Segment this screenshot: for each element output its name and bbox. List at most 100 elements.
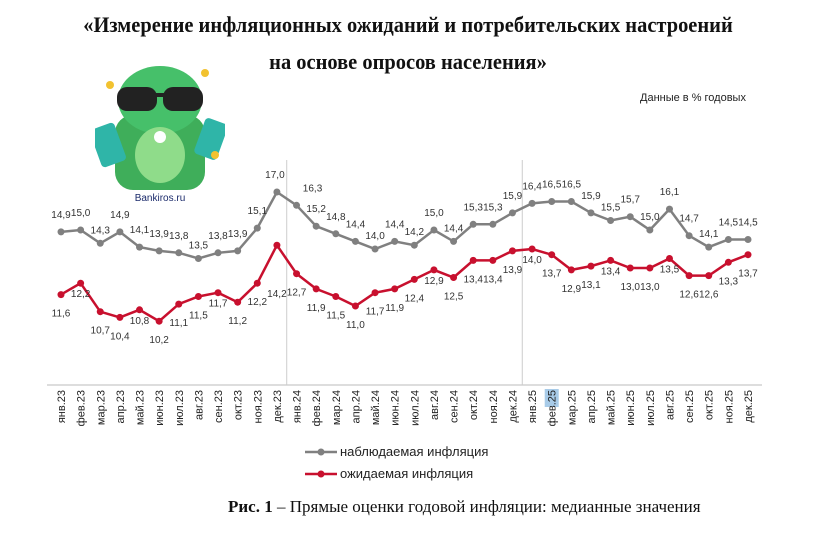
- data-point: [489, 256, 497, 264]
- x-tick-label: апр.24: [350, 390, 362, 423]
- x-tick-label: мар.25: [566, 390, 578, 425]
- data-label: 15,7: [620, 195, 640, 206]
- data-label: 14,4: [385, 219, 405, 230]
- data-label: 13,4: [601, 266, 621, 277]
- data-label: 11,7: [209, 299, 228, 310]
- data-point: [96, 239, 104, 247]
- data-label: 14,5: [738, 218, 758, 229]
- x-tick-label: мар.24: [331, 390, 343, 425]
- legend-marker-expected: [305, 470, 337, 478]
- data-label: 11,6: [52, 309, 71, 320]
- data-point: [391, 237, 399, 245]
- data-label: 14,2: [267, 289, 287, 300]
- x-tick-label: дек.24: [507, 390, 519, 423]
- data-point: [548, 251, 556, 259]
- data-point: [508, 209, 516, 217]
- data-point: [567, 198, 575, 205]
- x-tick-label: май.25: [606, 390, 618, 425]
- bankiros-mascot-logo: Bankiros.ru: [95, 66, 225, 204]
- data-label: 15,0: [71, 208, 91, 219]
- legend-label-expected: ожидаемая инфляция: [340, 466, 474, 481]
- x-tick-label: дек.23: [272, 390, 284, 423]
- data-label: 14,5: [719, 218, 739, 229]
- legend-label-observed: наблюдаемая инфляция: [340, 444, 489, 459]
- data-point: [587, 262, 595, 270]
- data-label: 14,8: [326, 212, 346, 223]
- x-tick-label: сен.24: [449, 390, 461, 423]
- data-label: 15,9: [503, 191, 523, 202]
- data-point: [528, 199, 536, 207]
- data-point: [548, 198, 556, 205]
- data-label: 13,5: [660, 265, 680, 276]
- data-label: 13,0: [620, 282, 640, 293]
- data-point: [136, 243, 144, 251]
- figure-caption: Рис. 1 – Прямые оценки годовой инфляции:…: [228, 497, 701, 517]
- data-point: [587, 209, 595, 217]
- data-label: 14,0: [365, 231, 385, 242]
- data-point: [57, 228, 65, 236]
- x-tick-label: фев.23: [76, 390, 88, 426]
- x-tick-label: июл.24: [409, 390, 421, 426]
- data-point: [214, 289, 222, 297]
- x-tick-label: апр.25: [586, 390, 598, 423]
- x-tick-label: мар.23: [95, 390, 107, 425]
- data-label: 12,5: [444, 292, 464, 303]
- data-point: [234, 298, 242, 306]
- data-label: 12,2: [71, 289, 91, 300]
- data-label: 15,2: [306, 204, 326, 215]
- x-tick-label: янв.23: [56, 390, 68, 423]
- data-label: 15,0: [640, 212, 660, 223]
- data-point: [450, 274, 458, 281]
- data-label: 10,7: [91, 326, 111, 337]
- data-point: [116, 228, 124, 236]
- data-point: [528, 245, 536, 253]
- data-label: 12,6: [679, 290, 699, 301]
- data-point: [744, 251, 752, 259]
- data-label: 10,8: [130, 316, 150, 327]
- data-label: 13,8: [169, 231, 189, 242]
- data-label: 15,3: [463, 202, 483, 213]
- data-label: 13,4: [483, 274, 503, 285]
- data-label: 15,0: [424, 208, 444, 219]
- data-label: 12,9: [424, 276, 444, 287]
- x-tick-label: сен.23: [213, 390, 225, 423]
- data-point: [665, 205, 673, 213]
- data-point: [273, 241, 281, 249]
- data-label: 12,2: [248, 297, 268, 308]
- page-title-line-2: на основе опросов населения»: [269, 49, 547, 74]
- data-label: 13,9: [149, 229, 169, 240]
- data-point: [371, 245, 379, 253]
- data-label: 11,5: [326, 311, 345, 322]
- x-tick-label: авг.25: [664, 390, 676, 420]
- data-label: 12,9: [562, 284, 582, 295]
- inflation-chart: янв.23 фев.23 мар.23 апр.23 май.23 июн.23 июл.…: [47, 160, 762, 426]
- data-point: [175, 249, 183, 257]
- data-label: 13,3: [719, 276, 739, 287]
- data-label: 15,9: [581, 191, 601, 202]
- logo-text: Bankiros.ru: [135, 193, 186, 204]
- data-point: [332, 230, 340, 238]
- data-point: [508, 247, 516, 255]
- x-tick-label: фев.24: [311, 390, 323, 426]
- caption-label: Рис. 1: [228, 497, 273, 516]
- data-point: [234, 247, 242, 255]
- data-point: [214, 249, 222, 257]
- data-point: [77, 226, 85, 234]
- data-point: [705, 272, 713, 280]
- data-label: 11,2: [228, 316, 247, 327]
- data-label: 11,5: [189, 311, 208, 322]
- data-label: 14,1: [130, 225, 150, 236]
- data-point: [450, 237, 458, 245]
- x-tick-label: окт.25: [704, 390, 716, 420]
- data-point: [332, 293, 340, 300]
- data-point: [489, 220, 497, 228]
- data-label: 11,9: [307, 303, 326, 314]
- data-label: 14,9: [51, 210, 71, 221]
- data-point: [77, 279, 85, 287]
- data-point: [312, 222, 320, 230]
- data-label: 11,9: [385, 303, 404, 314]
- x-tick-label: май.23: [135, 390, 147, 425]
- x-tick-label: май.24: [370, 390, 382, 425]
- data-label: 11,0: [346, 320, 365, 331]
- data-label: 16,3: [303, 183, 323, 194]
